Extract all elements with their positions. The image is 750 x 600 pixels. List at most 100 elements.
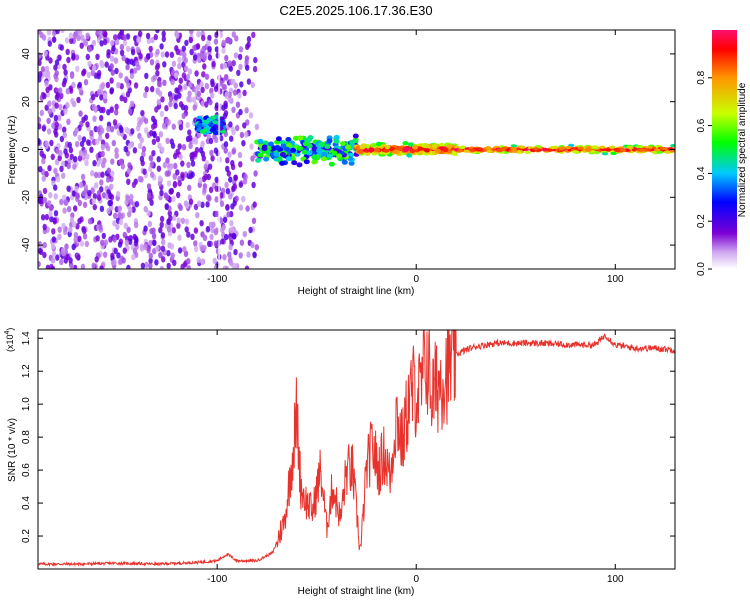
spectrogram-cell: [65, 48, 70, 56]
spectrogram-cell: [219, 192, 224, 199]
spectrogram-cell: [214, 176, 219, 183]
spectrogram-cell: [195, 43, 201, 50]
spectrogram-cell: [38, 123, 42, 130]
spectrogram-cell: [82, 149, 88, 156]
spectrogram-cell: [155, 245, 160, 252]
spectrogram-cell: [57, 54, 62, 61]
snr-frame: [37, 329, 676, 570]
spectrogram-cell: [51, 228, 56, 235]
spectrogram-panel: -100 0 100 -40 -20 0 20 40 Height of straight …: [7, 29, 676, 297]
spectrogram-cell: [169, 243, 175, 250]
spectrogram-cell: [164, 105, 169, 112]
spectrogram-cell: [207, 240, 212, 247]
spectrogram-cell: [188, 36, 193, 44]
spectrogram-cell: [228, 121, 233, 128]
spectrogram-cell: [200, 86, 205, 94]
colorbar-tick-label: 0.8: [696, 70, 707, 84]
spectrogram-cell: [114, 152, 119, 159]
spectrogram-cell: [156, 156, 161, 163]
spectrogram-cell: [57, 226, 62, 233]
spectrogram-cell: [121, 257, 126, 264]
spectrogram-cell: [119, 126, 124, 133]
spectrogram-cell: [127, 108, 133, 115]
spectrogram-cell: [38, 138, 41, 145]
spectrogram-cell: [65, 253, 70, 261]
spectrogram-cell: [205, 201, 210, 208]
snr-y-tick-label: 0.4: [21, 496, 32, 510]
spectrogram-cell: [55, 254, 60, 261]
spectrogram-cell: [395, 146, 402, 151]
spectrogram-cell: [101, 106, 106, 114]
spectrogram-cell: [58, 87, 63, 94]
spectrogram-cell: [192, 104, 197, 111]
spectrogram-cell: [144, 127, 149, 134]
spectrogram-x-ticks: -100 0 100: [207, 30, 624, 285]
spectrogram-cell: [80, 34, 85, 41]
spectrogram-cell: [126, 226, 131, 233]
spectrogram-cell: [223, 141, 229, 148]
spectrogram-cell: [204, 101, 209, 108]
spectrogram-cell: [182, 51, 187, 59]
spectrogram-cell: [176, 191, 181, 199]
spectrogram-cell: [62, 63, 67, 71]
spectrogram-cell: [175, 32, 180, 39]
spectrogram-cell: [664, 150, 671, 154]
spectrogram-cell: [291, 160, 298, 166]
spectrogram-cell: [173, 152, 178, 160]
spectrogram-cell: [201, 71, 206, 78]
spectrogram-cell: [206, 40, 211, 47]
spectrogram-cell: [42, 92, 47, 100]
spectrogram-cell: [225, 165, 230, 172]
spectrogram-cell: [123, 146, 129, 153]
spectrogram-cell: [196, 90, 202, 98]
spectrogram-cell: [42, 187, 48, 195]
spectrogram-cell: [238, 161, 243, 168]
spectrogram-cell: [99, 179, 104, 186]
spectrogram-cell: [131, 253, 136, 261]
spectrogram-cell: [242, 122, 247, 129]
spectrogram-cell: [50, 265, 56, 269]
spectrogram-cell: [228, 65, 233, 72]
spectrogram-cell: [121, 54, 126, 61]
spectrogram-cell: [213, 240, 219, 247]
spectrogram-cell: [117, 205, 123, 212]
spectrogram-cell: [160, 51, 165, 58]
spectrogram-cell: [89, 130, 94, 137]
spectrogram-cell: [59, 258, 64, 266]
spectrogram-cell: [124, 77, 130, 84]
spectrogram-cell: [519, 145, 526, 149]
spectrogram-cell: [77, 199, 83, 207]
spectrogram-cell: [159, 189, 164, 197]
spectrogram-cell: [172, 259, 177, 266]
spectrogram-cell: [214, 46, 220, 53]
spectrogram-cell: [175, 48, 180, 55]
spectrogram-cell: [98, 135, 103, 142]
spectrogram-y-tick-label: 40: [21, 48, 32, 60]
spectrogram-cell: [123, 222, 128, 229]
spectrogram-cell: [89, 146, 94, 153]
snr-panel: -100 0 100 0.2 0.4 0.6 0.8 1.0 1.2 1.4 (x104) He…: [4, 328, 676, 597]
spectrogram-cell: [345, 144, 351, 150]
spectrogram-cell: [191, 85, 196, 93]
spectrogram-cell: [228, 193, 233, 200]
spectrogram-cell: [253, 56, 258, 64]
spectrogram-cell: [349, 139, 356, 145]
spectrogram-cell: [168, 188, 174, 195]
spectrogram-cell: [167, 210, 172, 217]
spectrogram-cell: [110, 252, 115, 259]
spectrogram-cell: [159, 43, 164, 50]
spectrogram-cell: [100, 239, 105, 246]
spectrogram-cell: [157, 175, 163, 182]
spectrogram-cell: [297, 145, 304, 151]
spectrogram-cell: [219, 200, 225, 207]
spectrogram-cell: [187, 68, 193, 75]
spectrogram-cell: [177, 84, 183, 91]
spectrogram-cell: [457, 148, 464, 153]
spectrogram-cell: [99, 205, 105, 212]
spectrogram-cell: [55, 176, 61, 183]
spectrogram-cell: [148, 257, 153, 264]
spectrogram-cell: [114, 147, 119, 154]
spectrogram-cell: [280, 143, 287, 149]
spectrogram-cell: [196, 256, 201, 263]
spectrogram-cell: [331, 150, 338, 156]
